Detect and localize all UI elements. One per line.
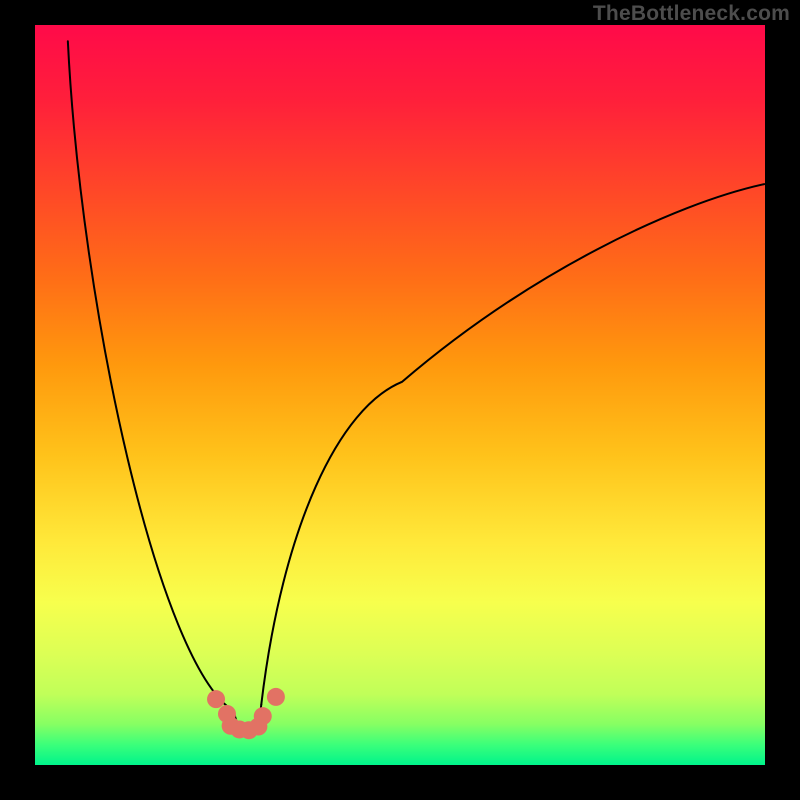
stage: TheBottleneck.com [0, 0, 800, 800]
plot-svg [35, 25, 765, 765]
valley-marker [254, 707, 272, 725]
plot-area [35, 25, 765, 765]
valley-marker [267, 688, 285, 706]
valley-marker [207, 690, 225, 708]
watermark-text: TheBottleneck.com [593, 2, 790, 26]
gradient-background [35, 25, 765, 765]
